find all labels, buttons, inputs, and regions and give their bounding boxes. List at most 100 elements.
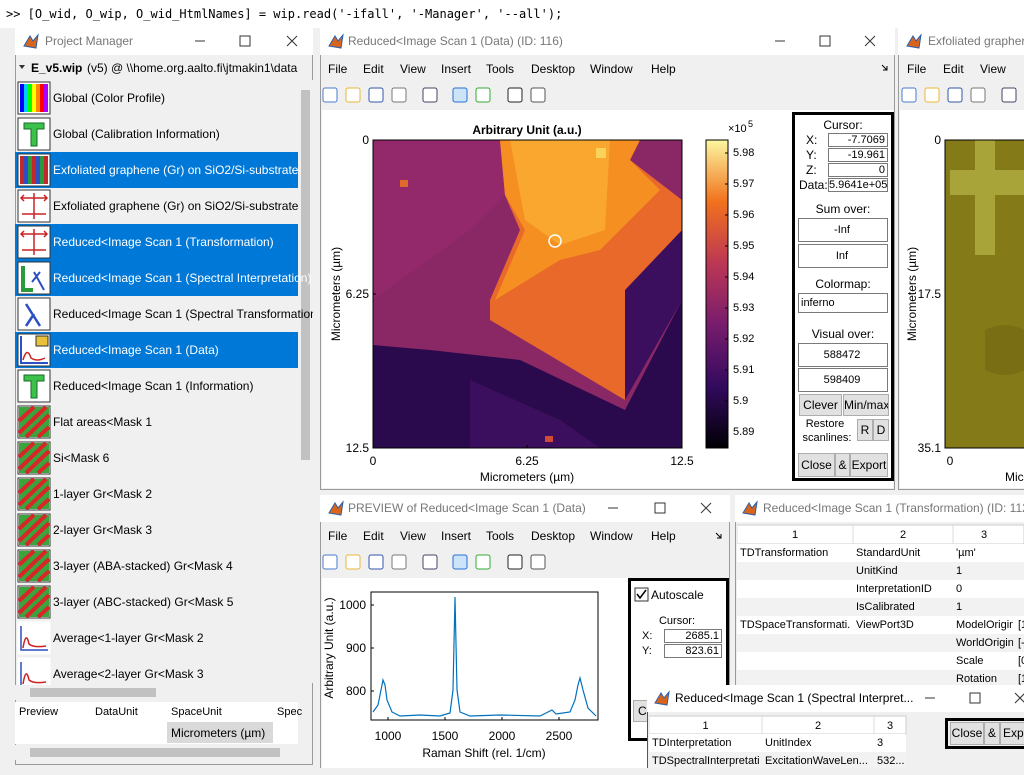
item-label[interactable]: Average<2-layer Gr<Mask 3: [53, 667, 204, 681]
toolbar-button[interactable]: [971, 88, 985, 102]
menu-item[interactable]: Tools: [486, 529, 514, 543]
toolbar-button[interactable]: [346, 555, 360, 569]
item-label[interactable]: 3-layer (ABC-stacked) Gr<Mask 5: [53, 595, 233, 609]
column-header[interactable]: Preview: [19, 705, 58, 719]
column-header[interactable]: 2: [815, 719, 821, 733]
close-window-button[interactable]: [701, 503, 711, 513]
table-cell[interactable]: [1: [1018, 619, 1024, 632]
toolbar-button[interactable]: [902, 88, 916, 102]
menu-item[interactable]: Insert: [441, 529, 471, 543]
table-cell[interactable]: ExcitationWaveLen...: [765, 755, 872, 768]
table-cell[interactable]: [0: [1018, 655, 1024, 668]
item-label[interactable]: Global (Calibration Information): [53, 127, 220, 141]
item-label[interactable]: Reduced<Image Scan 1 (Spectral Interpret…: [53, 271, 311, 285]
item-label[interactable]: Flat areas<Mask 1: [53, 415, 152, 429]
menu-item[interactable]: Edit: [363, 529, 384, 543]
toolbar-button[interactable]: [323, 555, 337, 569]
table-cell[interactable]: TDSpaceTransformati...: [740, 619, 851, 632]
menu-item[interactable]: File: [328, 62, 347, 76]
menu-item[interactable]: Tools: [486, 62, 514, 76]
menu-item[interactable]: View: [400, 529, 426, 543]
amp-button[interactable]: &: [835, 453, 850, 477]
toolbar-button[interactable]: [423, 555, 437, 569]
item-label[interactable]: 3-layer (ABA-stacked) Gr<Mask 4: [53, 559, 233, 573]
menu-item[interactable]: Window: [590, 529, 633, 543]
menu-item[interactable]: Window: [590, 62, 633, 76]
menu-item[interactable]: View: [400, 62, 426, 76]
column-header[interactable]: 1: [792, 528, 798, 542]
clever-button[interactable]: Clever: [799, 394, 842, 416]
toolbar-button[interactable]: [423, 88, 437, 102]
restore-d-button[interactable]: D: [873, 419, 889, 441]
item-label[interactable]: Reduced<Image Scan 1 (Data): [53, 343, 219, 357]
close-button[interactable]: Close: [798, 453, 835, 477]
item-label[interactable]: Reduced<Image Scan 1 (Transformation): [53, 235, 274, 249]
table-cell[interactable]: UnitIndex: [765, 737, 872, 750]
sum-max[interactable]: Inf: [798, 244, 888, 268]
table-cell[interactable]: ViewPort3D: [856, 619, 951, 632]
table-cell[interactable]: Scale: [956, 655, 1013, 668]
menu-item[interactable]: File: [907, 62, 926, 76]
toolbar-button[interactable]: [392, 555, 406, 569]
amp-button[interactable]: &: [984, 722, 1000, 745]
item-label[interactable]: Si<Mask 6: [53, 451, 109, 465]
table-cell[interactable]: TDTransformation: [740, 547, 851, 560]
toolbar-button[interactable]: [476, 555, 490, 569]
item-label[interactable]: 2-layer Gr<Mask 3: [53, 523, 152, 537]
table-cell[interactable]: 1: [956, 565, 1013, 578]
item-label[interactable]: Exfoliated graphene (Gr) on SiO2/Si-subs…: [53, 199, 298, 213]
export-button[interactable]: Expo: [1000, 722, 1024, 745]
column-header[interactable]: 3: [887, 719, 893, 733]
colormap-select[interactable]: inferno: [798, 293, 888, 313]
menu-item[interactable]: File: [328, 529, 347, 543]
table-cell[interactable]: 'µm': [956, 547, 1013, 560]
toolbar-button[interactable]: [531, 88, 545, 102]
item-label[interactable]: Reduced<Image Scan 1 (Spectral Transform…: [53, 307, 321, 321]
visual-min[interactable]: 588472: [798, 343, 888, 367]
menu-item[interactable]: Insert: [441, 62, 471, 76]
table-cell[interactable]: 3: [877, 737, 904, 750]
close-button[interactable]: Close: [950, 722, 984, 745]
menu-item[interactable]: Desktop: [531, 529, 575, 543]
table-cell[interactable]: StandardUnit: [856, 547, 951, 560]
minmax-button[interactable]: Min/max: [843, 394, 889, 416]
table-cell[interactable]: 0: [956, 583, 1013, 596]
sum-min[interactable]: -Inf: [798, 218, 888, 242]
menu-item[interactable]: Help: [651, 62, 676, 76]
column-header[interactable]: DataUnit: [95, 705, 138, 719]
toolbar-button[interactable]: [369, 88, 383, 102]
table-cell[interactable]: WorldOrigin: [956, 637, 1013, 650]
table-cell[interactable]: InterpretationID: [856, 583, 951, 596]
table-cell[interactable]: Rotation: [956, 673, 1013, 686]
toolbar-button[interactable]: [369, 555, 383, 569]
toolbar-button[interactable]: [508, 88, 522, 102]
table-cell[interactable]: [1: [1018, 673, 1024, 686]
item-label[interactable]: 1-layer Gr<Mask 2: [53, 487, 152, 501]
close-window-button[interactable]: [1015, 693, 1024, 703]
toolbar-button[interactable]: [1002, 88, 1016, 102]
toolbar-button[interactable]: [453, 555, 467, 569]
scrollbar-thumb[interactable]: [30, 748, 280, 757]
scrollbar-thumb[interactable]: [30, 688, 156, 697]
close-window-button[interactable]: [865, 36, 875, 46]
toolbar-button[interactable]: [531, 555, 545, 569]
toolbar-button[interactable]: [323, 88, 337, 102]
menu-item[interactable]: Edit: [363, 62, 384, 76]
column-header[interactable]: SpaceUnit: [171, 705, 222, 719]
restore-r-button[interactable]: R: [857, 419, 873, 441]
menu-item[interactable]: Edit: [943, 62, 964, 76]
table-cell[interactable]: 1: [956, 601, 1013, 614]
toolbar-button[interactable]: [508, 555, 522, 569]
table-cell[interactable]: [-1: [1018, 637, 1024, 650]
table-cell[interactable]: TDInterpretation: [652, 737, 760, 750]
item-label[interactable]: Average<1-layer Gr<Mask 2: [53, 631, 204, 645]
menu-item[interactable]: View: [980, 62, 1006, 76]
maximize-button[interactable]: [820, 36, 830, 46]
table-cell[interactable]: TDSpectralInterpretati...: [652, 755, 760, 768]
menu-item[interactable]: Help: [651, 529, 676, 543]
toolbar-button[interactable]: [948, 88, 962, 102]
maximize-button[interactable]: [655, 503, 665, 513]
close-window-button[interactable]: [287, 36, 297, 46]
item-label[interactable]: Global (Color Profile): [53, 91, 165, 105]
column-header[interactable]: 1: [702, 719, 708, 733]
